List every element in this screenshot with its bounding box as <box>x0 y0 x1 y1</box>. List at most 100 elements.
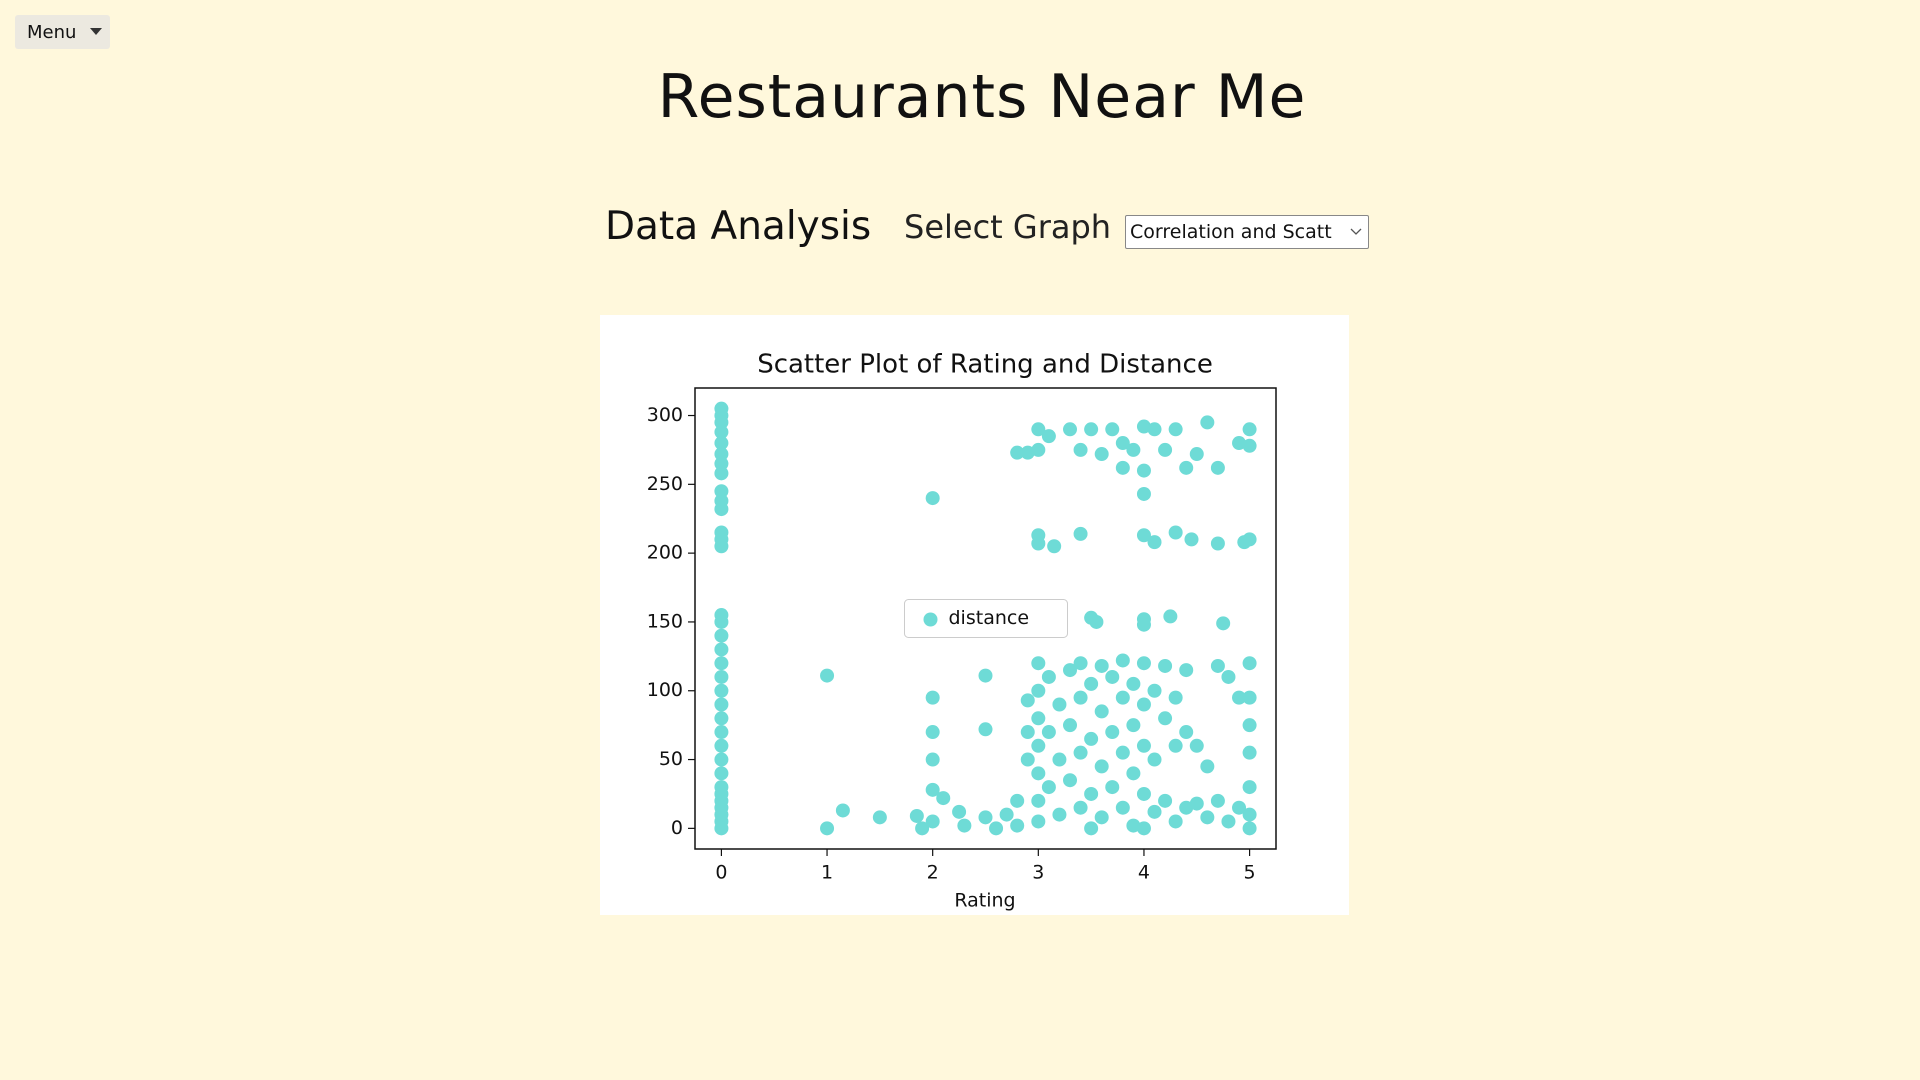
scatter-point <box>1136 617 1151 632</box>
scatter-point <box>1126 718 1141 733</box>
scatter-point <box>1158 793 1173 808</box>
scatter-point <box>1163 609 1178 624</box>
scatter-point <box>1147 422 1162 437</box>
scatter-point <box>1232 800 1247 815</box>
scatter-point <box>714 484 729 499</box>
chart: Scatter Plot of Rating and Distance Rati… <box>600 315 1349 915</box>
scatter-point <box>714 525 729 540</box>
scatter-point <box>1084 422 1099 437</box>
scatter-point <box>1031 536 1046 551</box>
scatter-point <box>1200 810 1215 825</box>
scatter-point <box>1126 676 1141 691</box>
scatter-point <box>1105 780 1120 795</box>
menu-label: Menu <box>27 21 77 43</box>
scatter-point <box>714 493 729 508</box>
scatter-point <box>1232 690 1247 705</box>
scatter-point <box>1041 725 1056 740</box>
y-tick-label: 100 <box>647 679 683 701</box>
scatter-point <box>820 668 835 683</box>
scatter-point <box>1084 610 1099 625</box>
scatter-point <box>1084 786 1099 801</box>
scatter-point <box>1031 766 1046 781</box>
scatter-point <box>1136 528 1151 543</box>
scatter-point <box>1084 821 1099 836</box>
scatter-point <box>1052 697 1067 712</box>
scatter-point <box>1242 690 1257 705</box>
scatter-point <box>1020 693 1035 708</box>
scatter-point <box>1073 442 1088 457</box>
scatter-point <box>1168 814 1183 829</box>
scatter-point <box>1168 422 1183 437</box>
scatter-point <box>1010 445 1025 460</box>
scatter-point <box>925 690 940 705</box>
scatter-point <box>952 804 967 819</box>
scatter-point <box>1020 445 1035 460</box>
scatter-point <box>714 656 729 671</box>
scatter-point <box>714 725 729 740</box>
scatter-point <box>1084 676 1099 691</box>
scatter-point <box>714 456 729 471</box>
scatter-point <box>1094 810 1109 825</box>
scatter-point <box>1094 658 1109 673</box>
menu-button[interactable]: Menu <box>15 15 110 49</box>
scatter-point <box>1242 807 1257 822</box>
scatter-point <box>714 697 729 712</box>
x-axis-label: Rating <box>954 890 1015 912</box>
scatter-point <box>1242 780 1257 795</box>
scatter-point <box>1115 800 1130 815</box>
scatter-point <box>1168 690 1183 705</box>
scatter-point <box>1052 752 1067 767</box>
scatter-point <box>1073 745 1088 760</box>
scatter-point <box>1010 793 1025 808</box>
page-title: Restaurants Near Me <box>657 62 1307 132</box>
scatter-point <box>1179 460 1194 475</box>
scatter-point <box>1136 786 1151 801</box>
scatter-point <box>1136 656 1151 671</box>
legend: distance <box>904 599 1068 638</box>
scatter-point <box>714 669 729 684</box>
scatter-point <box>1105 422 1120 437</box>
graph-select[interactable]: Correlation and Scatt <box>1125 215 1369 249</box>
scatter-point <box>1221 814 1236 829</box>
scatter-point <box>1031 814 1046 829</box>
scatter-point <box>1010 818 1025 833</box>
scatter-point <box>714 425 729 440</box>
scatter-point <box>1094 447 1109 462</box>
scatter-point <box>1136 486 1151 501</box>
scatter-point <box>714 608 729 623</box>
scatter-point <box>1210 460 1225 475</box>
scatter-point <box>1136 463 1151 478</box>
scatter-point <box>1179 663 1194 678</box>
scatter-point <box>1147 804 1162 819</box>
x-tick-label: 5 <box>1244 862 1256 884</box>
x-tick-label: 0 <box>715 862 727 884</box>
select-value: Correlation and Scatt <box>1130 221 1332 243</box>
scatter-point <box>1105 725 1120 740</box>
scatter-point <box>714 642 729 657</box>
scatter-point <box>714 436 729 451</box>
scatter-point <box>1094 759 1109 774</box>
scatter-point <box>1147 683 1162 698</box>
x-tick-label: 3 <box>1032 862 1044 884</box>
scatter-point <box>1020 725 1035 740</box>
scatter-point <box>1041 669 1056 684</box>
scatter-point <box>714 401 729 416</box>
scatter-point <box>1031 793 1046 808</box>
scatter-point <box>1168 738 1183 753</box>
scatter-point <box>714 628 729 643</box>
y-tick-label: 200 <box>647 542 683 564</box>
scatter-point <box>925 491 940 506</box>
scatter-point <box>1063 663 1078 678</box>
section-title: Data Analysis <box>605 204 872 249</box>
legend-box <box>904 599 1068 638</box>
scatter-point <box>1031 738 1046 753</box>
scatter-point <box>1073 526 1088 541</box>
scatter-point <box>714 711 729 726</box>
scatter-point <box>1216 616 1231 631</box>
scatter-point <box>1063 422 1078 437</box>
scatter-point <box>1184 532 1199 547</box>
scatter-point <box>909 808 924 823</box>
scatter-point <box>1115 745 1130 760</box>
scatter-point <box>1179 725 1194 740</box>
scatter-point <box>1115 436 1130 451</box>
